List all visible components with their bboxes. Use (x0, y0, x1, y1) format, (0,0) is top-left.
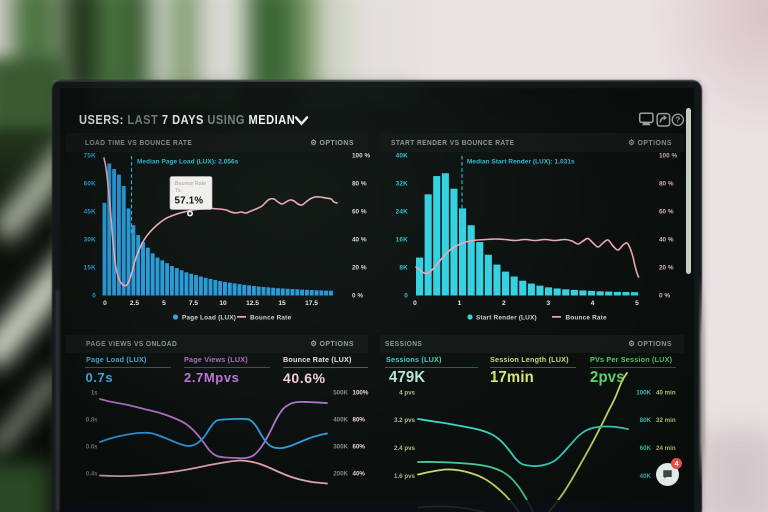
svg-text:32K: 32K (396, 180, 409, 187)
svg-text:?: ? (675, 115, 680, 125)
svg-text:Bounce Rate: Bounce Rate (566, 315, 608, 322)
svg-text:Bounce Rate: Bounce Rate (175, 181, 206, 187)
svg-text:Median Start Render (LUX): 1.0: Median Start Render (LUX): 1.031s (467, 159, 575, 166)
svg-text:24K: 24K (396, 208, 409, 215)
svg-text:100 %: 100 % (659, 152, 677, 159)
svg-text:80 %: 80 % (659, 180, 674, 187)
svg-text:24 min: 24 min (656, 445, 676, 452)
svg-text:4 pvs: 4 pvs (399, 390, 415, 397)
svg-text:0: 0 (103, 300, 107, 307)
svg-text:15K: 15K (84, 264, 97, 271)
svg-text:0: 0 (92, 292, 96, 299)
svg-text:100%: 100% (353, 390, 369, 397)
svg-text:2: 2 (502, 300, 506, 307)
svg-text:7s: 7s (175, 188, 181, 194)
svg-text:1: 1 (458, 300, 462, 307)
svg-text:60K: 60K (640, 445, 652, 452)
svg-text:0.6s: 0.6s (86, 445, 98, 451)
svg-text:80K: 80K (640, 417, 652, 424)
svg-text:1s: 1s (91, 391, 98, 397)
svg-text:10: 10 (219, 300, 227, 307)
svg-text:30K: 30K (84, 236, 97, 243)
svg-text:1.6 pvs: 1.6 pvs (394, 473, 416, 480)
svg-text:0 %: 0 % (352, 292, 363, 299)
svg-text:60 %: 60 % (352, 208, 367, 215)
svg-text:Bounce Rate: Bounce Rate (250, 315, 292, 322)
svg-text:2.4 pvs: 2.4 pvs (394, 445, 416, 452)
svg-text:Median Page Load (LUX): 2.056s: Median Page Load (LUX): 2.056s (137, 159, 239, 166)
svg-text:40 %: 40 % (659, 236, 674, 243)
svg-text:8K: 8K (399, 264, 408, 271)
svg-text:0: 0 (404, 292, 408, 299)
svg-text:5: 5 (635, 300, 639, 307)
svg-text:0.4s: 0.4s (86, 472, 98, 478)
svg-text:Start Render (LUX): Start Render (LUX) (476, 315, 537, 322)
svg-text:40%: 40% (353, 471, 366, 478)
svg-text:20 %: 20 % (352, 264, 367, 271)
svg-text:60K: 60K (84, 180, 97, 187)
svg-text:0 %: 0 % (659, 292, 670, 299)
svg-text:60%: 60% (353, 444, 366, 451)
svg-text:45K: 45K (84, 208, 97, 215)
svg-text:40K: 40K (396, 152, 409, 159)
svg-text:4: 4 (591, 300, 595, 307)
svg-text:0: 0 (413, 300, 417, 307)
svg-text:2.5: 2.5 (130, 300, 139, 307)
svg-text:300K: 300K (333, 444, 348, 451)
svg-text:100K: 100K (636, 390, 651, 397)
svg-text:40 %: 40 % (352, 236, 367, 243)
svg-text:20 %: 20 % (659, 264, 674, 271)
svg-text:3.2 pvs: 3.2 pvs (394, 417, 416, 424)
svg-text:0.8s: 0.8s (86, 418, 98, 424)
svg-text:40 min: 40 min (656, 390, 676, 397)
svg-text:3: 3 (546, 300, 550, 307)
svg-text:400K: 400K (333, 417, 348, 424)
svg-text:16K: 16K (396, 236, 409, 243)
svg-text:12.5: 12.5 (246, 300, 259, 307)
svg-text:80 %: 80 % (352, 180, 367, 187)
svg-text:32 min: 32 min (656, 417, 676, 424)
svg-text:17.5: 17.5 (305, 300, 318, 307)
svg-text:7.5: 7.5 (189, 300, 198, 307)
svg-text:75K: 75K (84, 152, 97, 159)
svg-text:100 %: 100 % (352, 152, 370, 159)
svg-text:500K: 500K (333, 390, 348, 397)
svg-text:60 %: 60 % (659, 208, 674, 215)
svg-text:57.1%: 57.1% (175, 196, 204, 207)
svg-text:15: 15 (278, 300, 286, 307)
svg-text:200K: 200K (333, 471, 348, 478)
svg-text:80%: 80% (353, 417, 366, 424)
svg-text:Page Load (LUX): Page Load (LUX) (182, 315, 236, 322)
svg-text:40K: 40K (640, 473, 652, 480)
svg-text:5: 5 (162, 300, 166, 307)
